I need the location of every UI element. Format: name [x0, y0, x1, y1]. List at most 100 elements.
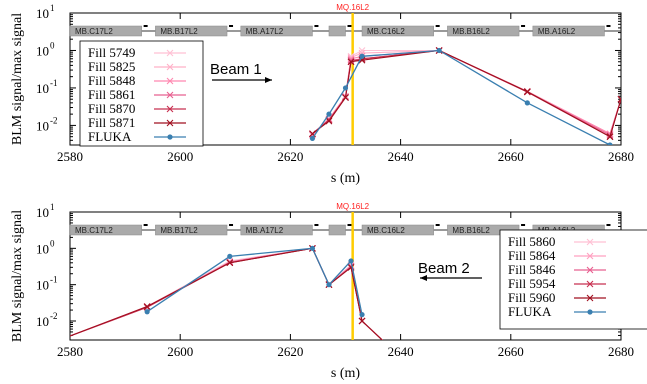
- legend-label: Fill 5954: [508, 276, 556, 291]
- legend-marker: [586, 252, 594, 260]
- y-tick-base: 10: [36, 241, 49, 256]
- y-tick-label: 10: [36, 278, 49, 293]
- magnet-label: MB.A17L2: [246, 226, 284, 235]
- y-tick-exponent: 1: [50, 3, 55, 13]
- data-point: [227, 253, 233, 259]
- x-tick-label: 2620: [277, 344, 303, 359]
- dipole-magnet: [361, 224, 434, 236]
- data-point: [347, 58, 355, 66]
- y-tick-base: 10: [36, 278, 49, 293]
- legend-label: Fill 5825: [88, 59, 135, 74]
- legend-marker: [586, 280, 594, 288]
- y-tick-exponent: 0: [50, 40, 55, 50]
- data-point: [144, 309, 150, 315]
- dipole-magnet: [240, 25, 313, 37]
- legend-label: Fill 5846: [508, 262, 556, 277]
- magnet-label: MB.B16L2: [452, 27, 490, 36]
- legend-label: Fill 5870: [88, 101, 135, 116]
- legend-marker: [166, 77, 174, 85]
- legend-label: Fill 5871: [88, 115, 135, 130]
- x-tick-label: 2640: [388, 344, 414, 359]
- legend-marker: [587, 309, 593, 315]
- dipole-magnet: [328, 25, 346, 37]
- data-point: [39, 343, 45, 349]
- x-tick-label: 2600: [167, 344, 193, 359]
- y-tick-exponent: 0: [50, 238, 55, 248]
- data-point: [39, 343, 45, 349]
- quadrupole-label: MQ.16L2: [336, 202, 369, 211]
- data-point: [309, 135, 316, 142]
- x-axis-label: s (m): [331, 171, 361, 186]
- legend-label: Fill 5860: [508, 234, 555, 249]
- data-point: [436, 47, 442, 54]
- x-tick-label: 2580: [57, 149, 83, 164]
- x-tick-label: 2640: [388, 149, 414, 164]
- data-point: [523, 88, 531, 95]
- magnet-label: MB.C17L2: [75, 226, 113, 235]
- legend-marker: [166, 49, 174, 57]
- magnet-label: MB.C16L2: [367, 27, 405, 36]
- plot-frame: [69, 12, 622, 146]
- y-tick-exponent: -2: [50, 311, 58, 321]
- legend-label: FLUKA: [88, 129, 132, 144]
- data-point: [347, 56, 355, 64]
- data-point: [326, 282, 332, 288]
- y-axis-label: BLM signal/max signal: [10, 210, 25, 342]
- magnet-label: MB.B17L2: [160, 27, 198, 36]
- y-tick-base: 10: [36, 43, 49, 58]
- legend-label: FLUKA: [508, 304, 552, 319]
- data-point: [359, 53, 365, 59]
- dipole-magnet: [155, 25, 228, 37]
- y-tick-base: 10: [36, 6, 49, 21]
- y-tick-label: 10: [36, 81, 49, 96]
- y-tick-label: 10: [36, 43, 49, 58]
- legend-marker: [166, 91, 174, 99]
- magnet-label: MB.B16L2: [452, 226, 490, 235]
- data-point: [39, 343, 45, 349]
- series-group: [39, 244, 384, 349]
- data-point: [143, 303, 151, 310]
- dipole-magnet: [240, 224, 313, 236]
- legend-box: [499, 229, 647, 330]
- dipole-magnet: [155, 224, 228, 236]
- dipole-magnet: [328, 224, 346, 236]
- series-line: [146, 247, 363, 315]
- legend-label: Fill 5864: [508, 248, 556, 263]
- legend-marker: [586, 266, 594, 274]
- x-tick-label: 2680: [608, 149, 634, 164]
- data-point: [342, 85, 349, 91]
- series-line: [311, 49, 611, 145]
- data-point: [39, 343, 45, 349]
- x-tick-label: 2620: [277, 149, 303, 164]
- legend-marker: [586, 238, 594, 246]
- legend-marker: [166, 119, 174, 127]
- y-tick-base: 10: [36, 205, 49, 220]
- y-tick-label: 10: [36, 205, 49, 220]
- data-point: [524, 100, 530, 106]
- data-point: [358, 47, 366, 54]
- dipole-magnet: [361, 25, 434, 37]
- data-point: [325, 117, 333, 125]
- data-point: [226, 259, 234, 267]
- magnet-label: MB.A17L2: [246, 27, 284, 36]
- x-tick-label: 2600: [167, 149, 193, 164]
- data-point: [326, 111, 332, 117]
- x-tick-label: 2580: [57, 344, 83, 359]
- y-axis-label: BLM signal/max signal: [10, 13, 25, 145]
- beam-arrow-head: [265, 77, 272, 83]
- beam-label: Beam 1: [210, 61, 262, 78]
- data-point: [342, 94, 349, 102]
- data-point: [359, 312, 365, 318]
- dipole-magnet: [69, 224, 142, 236]
- y-tick-base: 10: [36, 118, 49, 133]
- data-point: [358, 317, 366, 325]
- data-point: [607, 142, 613, 145]
- magnet-label: MB.A16L2: [538, 27, 576, 36]
- dipole-magnet: [447, 25, 520, 37]
- legend-label: Fill 5848: [88, 73, 135, 88]
- legend-label: Fill 5960: [508, 290, 555, 305]
- data-point: [617, 95, 621, 103]
- legend-marker: [166, 105, 174, 113]
